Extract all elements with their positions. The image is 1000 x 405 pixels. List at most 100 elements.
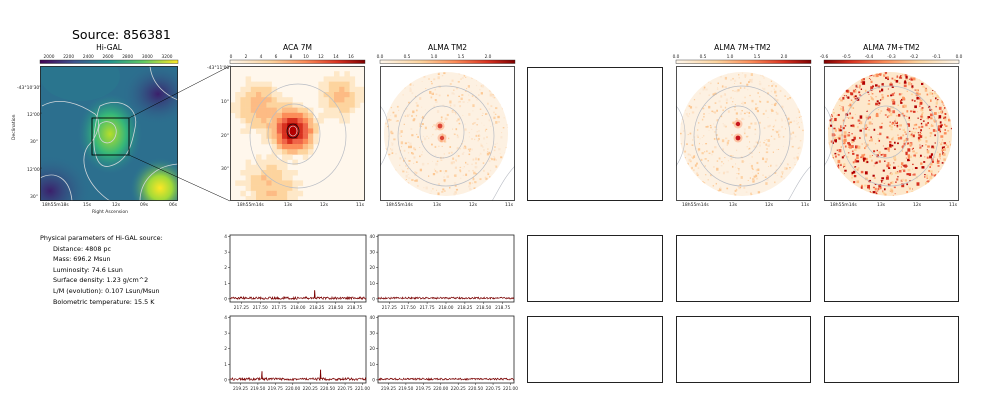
colorbar-tick-label: 12 — [318, 54, 324, 60]
colorbar-tick-label: 2000 — [44, 54, 55, 60]
aca-xtick-1: 13s — [284, 203, 293, 208]
tm2-map — [380, 66, 515, 201]
combo-colorbar: 0.0 0.5 1.0 1.5 2.0 — [673, 54, 812, 64]
y-tick-label: 30 — [370, 250, 376, 256]
param-bolometric-temperature: Bolometric temperature: 15.5 K — [53, 297, 155, 306]
y-tick-label: 2 — [224, 265, 227, 271]
higal-xtick-3: 09s — [140, 203, 149, 208]
x-tick-label: 217.75 — [420, 305, 435, 311]
x-tick-label: 218.25 — [457, 305, 472, 311]
higal-title: Hi-GAL — [96, 43, 122, 52]
x-tick-label: 219.75 — [416, 386, 431, 392]
y-tick-label: 1 — [224, 281, 227, 287]
x-tick-label: 218.50 — [476, 305, 491, 311]
x-tick-label: 218.75 — [495, 305, 510, 311]
aca-xtick-2: 12s — [320, 203, 329, 208]
higal-xtick-4: 06s — [169, 203, 178, 208]
colorbar-tick-label: 4 — [260, 54, 263, 60]
empty-spectrum-panel — [676, 235, 811, 302]
combo-xtick-3: 11s — [801, 203, 810, 208]
spectrum-series-line — [229, 290, 367, 301]
colorbar-tick-label: 3200 — [162, 54, 173, 60]
combo-title: ALMA 7M+TM2 — [714, 43, 771, 52]
colorbar-tick-label: 2.0 — [781, 54, 788, 60]
tm2-colorbar: 0.0 0.5 1.0 1.5 2.0 — [377, 54, 516, 64]
empty-map-panel — [527, 67, 663, 201]
y-tick-label: 40 — [370, 234, 376, 240]
spectrum-series-line — [229, 369, 367, 382]
colorbar-tick-label: 0.5 — [700, 54, 707, 60]
param-l-over-m: L/M (evolution): 0.107 Lsun/Msun — [53, 286, 160, 295]
x-tick-label: 220.75 — [338, 386, 353, 392]
y-tick-label: 3 — [224, 250, 227, 256]
y-tick-label: 0 — [224, 296, 227, 302]
higal-ytick-4: 30" — [30, 195, 38, 200]
y-tick-label: 40 — [370, 315, 376, 321]
y-tick-label: 3 — [224, 331, 227, 337]
x-tick-label: 218.00 — [290, 305, 305, 311]
x-tick-label: 219.25 — [233, 386, 248, 392]
y-tick-label: 10 — [370, 281, 376, 287]
colorbar-tick-label: -0.5 — [842, 54, 851, 60]
x-tick-label: 220.50 — [468, 386, 483, 392]
higal-ytick-1: 12'00" — [27, 113, 42, 118]
x-tick-label: 220.25 — [451, 386, 466, 392]
empty-spectrum-panel — [824, 235, 959, 302]
colorbar-tick-label: 1.5 — [754, 54, 761, 60]
colorbar-tick-label: 3000 — [142, 54, 153, 60]
empty-spectrum-panel — [824, 316, 959, 383]
y-tick-label: 4 — [224, 234, 227, 240]
resid-xtick-3: 11s — [949, 203, 958, 208]
colorbar-tick-label: 2600 — [103, 54, 114, 60]
aca-colorbar: 0 2 4 6 8 10 12 14 16 — [230, 54, 366, 64]
combo-xtick-2: 12s — [765, 203, 774, 208]
colorbar-tick-label: 0 — [230, 54, 233, 60]
aca-xtick-3: 11s — [356, 203, 365, 208]
zoom-connector-lines — [128, 65, 231, 202]
tm2-xtick-0: 18h55m14s — [386, 203, 413, 208]
spectrum-aca-window-2: 0 1 2 3 4 219.25 219.50 219.75 220.00 220.25 220.5… — [224, 315, 370, 392]
colorbar-tick-label: 1.0 — [727, 54, 734, 60]
aca-ytick-2: 20" — [221, 134, 229, 139]
x-tick-label: 217.50 — [401, 305, 416, 311]
colorbar-tick-label: 0.0 — [956, 54, 963, 60]
x-tick-label: 220.75 — [486, 386, 501, 392]
figure-title: Source: 856381 — [72, 27, 171, 42]
x-tick-label: 219.75 — [268, 386, 283, 392]
colorbar-tick-label: -0.6 — [820, 54, 829, 60]
colorbar-tick-label: 8 — [290, 54, 293, 60]
combo-xtick-1: 13s — [729, 203, 738, 208]
empty-spectrum-panel — [527, 316, 663, 383]
higal-ytick-2: 30" — [30, 140, 38, 145]
colorbar-tick-label: 2200 — [63, 54, 74, 60]
x-tick-label: 220.25 — [303, 386, 318, 392]
x-tick-label: 217.25 — [382, 305, 397, 311]
x-tick-label: 218.75 — [347, 305, 362, 311]
colorbar-tick-label: -0.3 — [887, 54, 896, 60]
y-tick-label: 10 — [370, 362, 376, 368]
colorbar-tick-label: 6 — [275, 54, 278, 60]
resid-xtick-2: 12s — [913, 203, 922, 208]
spectrum-frame — [377, 315, 515, 384]
y-tick-label: 0 — [224, 377, 227, 383]
y-tick-label: 20 — [370, 265, 376, 271]
colorbar-tick-label: 2 — [245, 54, 248, 60]
x-tick-label: 217.25 — [234, 305, 249, 311]
higal-colorbar: 2000 2200 2400 2600 2800 3000 3200 — [39, 54, 179, 64]
x-tick-label: 217.75 — [272, 305, 287, 311]
tm2-xtick-2: 12s — [469, 203, 478, 208]
tm2-xtick-3: 11s — [505, 203, 514, 208]
colorbar-tick-label: 2.0 — [485, 54, 492, 60]
y-tick-label: 0 — [372, 377, 375, 383]
aca-ytick-0: -43°11'00" — [207, 66, 232, 71]
colorbar-tick-label: 1.0 — [431, 54, 438, 60]
spectrum-series-line — [377, 377, 515, 382]
higal-xtick-2: 12s — [112, 203, 121, 208]
x-tick-label: 220.00 — [285, 386, 300, 392]
y-tick-label: 2 — [224, 346, 227, 352]
colorbar-tick-label: 2800 — [122, 54, 133, 60]
x-tick-label: 220.50 — [320, 386, 335, 392]
higal-xlabel: Right Ascension — [92, 210, 128, 215]
x-tick-label: 218.50 — [328, 305, 343, 311]
